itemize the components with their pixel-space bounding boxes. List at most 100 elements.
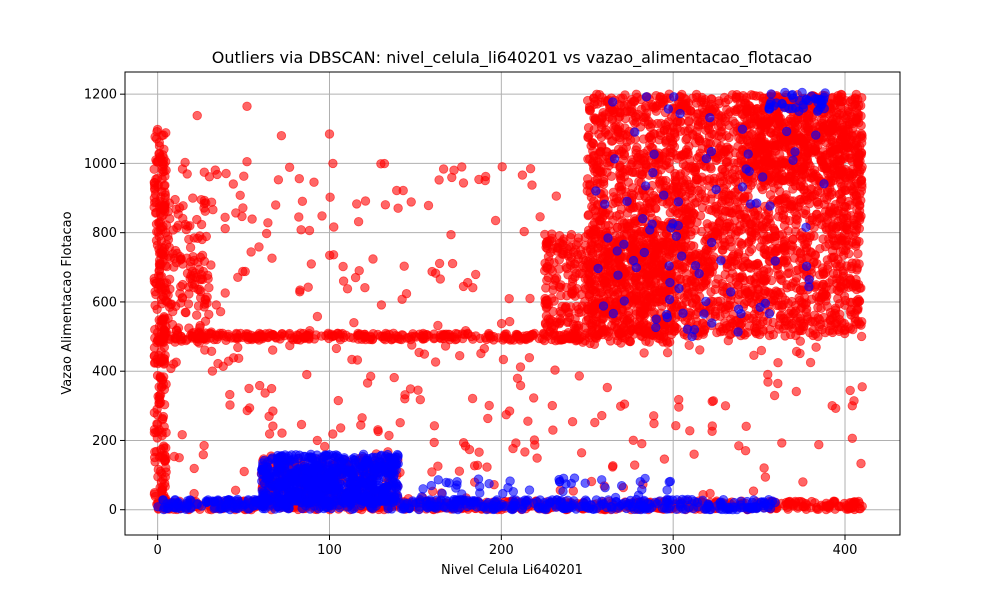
data-point — [339, 332, 349, 343]
data-point — [757, 120, 767, 131]
data-point — [155, 203, 165, 214]
data-point — [694, 134, 705, 144]
data-point — [612, 222, 622, 233]
data-point — [683, 126, 693, 136]
data-point — [675, 274, 685, 284]
data-point — [750, 210, 760, 221]
data-point — [158, 411, 169, 422]
data-point — [755, 133, 765, 143]
data-point — [570, 314, 580, 324]
data-point — [651, 90, 661, 101]
data-point — [840, 126, 851, 136]
data-point — [377, 331, 388, 342]
data-point — [429, 334, 439, 344]
data-point — [571, 331, 582, 341]
data-point — [697, 95, 707, 105]
data-point — [796, 194, 807, 204]
data-point — [715, 216, 725, 226]
data-point — [161, 427, 171, 438]
data-point — [686, 226, 696, 237]
data-point — [779, 220, 790, 231]
data-point — [161, 128, 171, 138]
data-point — [165, 284, 175, 294]
data-point — [597, 112, 607, 123]
data-point — [720, 269, 730, 280]
data-point — [854, 296, 864, 307]
data-point — [751, 142, 762, 153]
data-point — [159, 181, 169, 191]
data-point — [832, 268, 843, 279]
data-point — [678, 150, 689, 161]
data-point — [658, 337, 668, 347]
data-point — [624, 166, 634, 176]
data-point — [644, 196, 655, 206]
data-point — [776, 134, 786, 144]
data-point — [854, 283, 865, 293]
data-point — [583, 132, 593, 142]
data-point — [596, 321, 607, 331]
data-point — [187, 331, 198, 342]
data-point — [659, 287, 669, 297]
data-point — [656, 164, 666, 175]
data-point — [616, 185, 626, 196]
data-point — [834, 299, 845, 309]
data-point — [690, 166, 700, 177]
data-point — [153, 464, 164, 475]
data-point — [655, 176, 666, 186]
data-point — [853, 159, 864, 170]
data-point — [327, 332, 337, 342]
data-point — [795, 285, 806, 295]
data-point — [580, 282, 590, 293]
data-point — [742, 116, 752, 126]
data-point — [744, 259, 754, 269]
data-point — [153, 217, 164, 228]
data-point — [803, 126, 813, 137]
data-point — [706, 287, 716, 297]
data-point — [640, 117, 650, 127]
data-point — [389, 333, 399, 344]
data-point — [777, 300, 787, 311]
data-point — [631, 89, 642, 100]
data-point — [155, 337, 166, 348]
data-point — [181, 224, 192, 235]
data-point — [832, 240, 842, 250]
data-point — [730, 172, 740, 182]
data-point — [563, 308, 573, 318]
data-point — [854, 200, 865, 210]
data-point — [663, 117, 674, 127]
data-point — [681, 296, 692, 307]
data-point — [200, 206, 210, 216]
data-point — [659, 125, 670, 135]
data-point — [275, 334, 285, 344]
data-point — [657, 154, 667, 164]
data-point — [809, 118, 820, 128]
data-point — [777, 194, 787, 204]
data-point — [196, 219, 207, 230]
data-point — [162, 297, 173, 307]
data-point — [672, 117, 682, 127]
data-point — [703, 120, 714, 131]
data-point — [771, 157, 782, 168]
data-point — [188, 270, 199, 281]
data-point — [711, 155, 722, 166]
data-point — [237, 332, 248, 343]
data-point — [731, 92, 741, 103]
data-point — [202, 298, 212, 308]
data-point — [687, 287, 697, 297]
data-point — [544, 257, 555, 267]
data-point — [790, 277, 801, 287]
data-point — [618, 144, 628, 154]
data-point — [181, 308, 191, 318]
data-point — [847, 102, 858, 112]
data-point — [549, 296, 559, 306]
data-point — [185, 242, 196, 253]
data-point — [780, 500, 790, 511]
data-point — [697, 143, 708, 154]
data-point — [847, 264, 857, 274]
data-point — [853, 212, 863, 222]
data-point — [741, 213, 752, 223]
data-point — [806, 183, 816, 194]
data-point — [851, 241, 861, 251]
data-point — [615, 162, 625, 172]
data-point — [852, 304, 862, 315]
